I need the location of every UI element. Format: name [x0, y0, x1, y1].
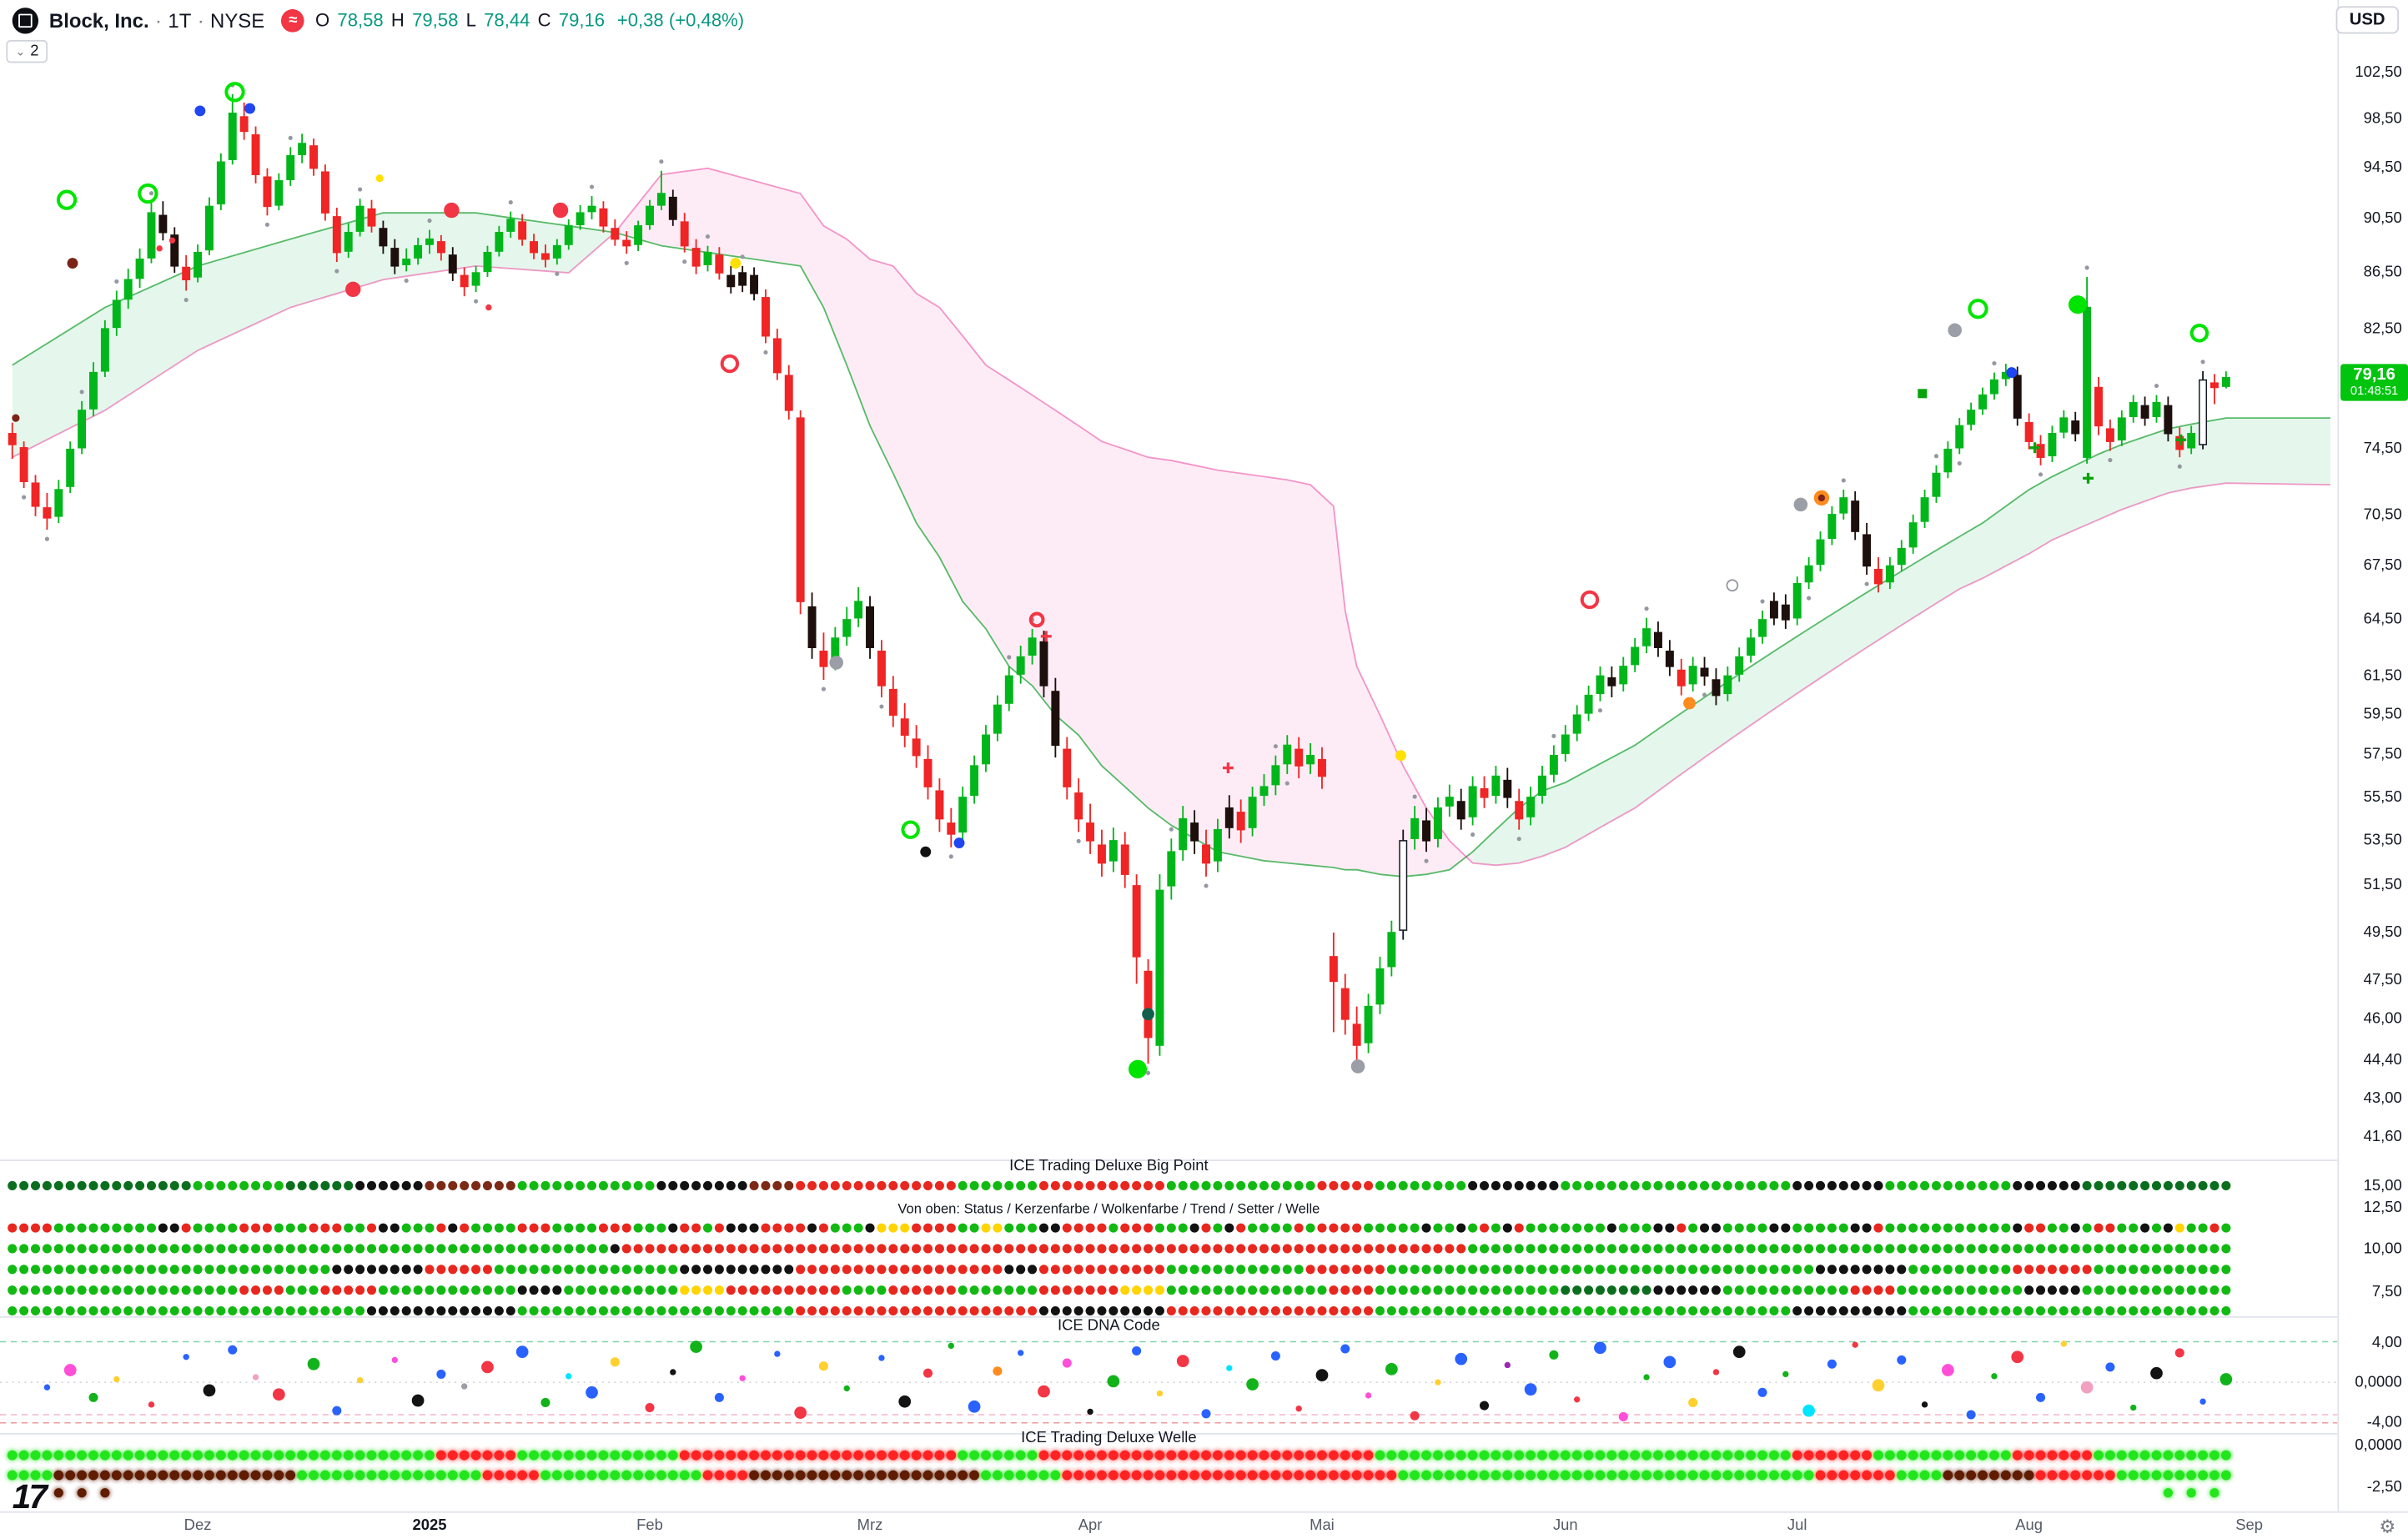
time-axis[interactable]: ⚙ Dez 2025 Feb Mrz Apr Mai Jun Jul Aug Sep	[0, 1511, 2408, 1539]
big-point-dot-rows	[8, 1180, 2231, 1316]
price-axis-label: 53,50	[2363, 832, 2402, 849]
open-label: O	[315, 9, 330, 31]
gear-icon[interactable]: ⚙	[2379, 1516, 2396, 1538]
exchange: NYSE	[210, 8, 265, 32]
price-axis-label: 7,50	[2371, 1283, 2402, 1300]
price-axis-label: 55,50	[2363, 788, 2402, 806]
pane-title-wave: ICE Trading Deluxe Welle	[1021, 1430, 1197, 1447]
time-axis-label: Sep	[2235, 1517, 2264, 1535]
price-axis-label: 70,50	[2363, 505, 2402, 523]
price-axis-label: 44,40	[2363, 1052, 2402, 1070]
price-axis-label: 86,50	[2363, 264, 2402, 282]
price-axis[interactable]: 79,16 01:48:51 102,50 98,50 94,50 90,50 86,5…	[2337, 0, 2408, 1511]
price-axis-label: 67,50	[2363, 557, 2402, 575]
cloud-layer	[12, 167, 2330, 878]
price-axis-label: 82,50	[2363, 319, 2402, 338]
time-axis-label: Dez	[183, 1517, 212, 1535]
wave-row-top	[7, 1450, 2231, 1461]
price-axis-label: 4,00	[2371, 1334, 2402, 1351]
ohlc-values: O 78,58 H 79,58 L 78,44 C 79,16 +0,38 (+0,48…	[315, 9, 744, 31]
chart-canvas[interactable]	[0, 0, 2338, 1511]
time-axis-label: Feb	[636, 1517, 663, 1535]
price-axis-label: 61,50	[2363, 667, 2402, 685]
time-axis-label: 2025	[412, 1517, 447, 1535]
time-axis-label: Aug	[2015, 1517, 2044, 1535]
low-value: 78,44	[484, 9, 530, 31]
price-axis-label: 47,50	[2363, 973, 2402, 990]
wave-row-bottom	[7, 1470, 2231, 1498]
pivot-dot-layer	[22, 83, 2205, 1075]
price-axis-label: 51,50	[2363, 877, 2402, 894]
price-axis-label: 74,50	[2363, 440, 2402, 458]
price-axis-label: 12,50	[2363, 1199, 2402, 1216]
low-label: L	[465, 9, 476, 31]
time-axis-label: Mai	[1310, 1517, 1335, 1535]
price-axis-label: 94,50	[2363, 159, 2402, 177]
symbol-name: Block, Inc.	[48, 8, 149, 32]
separator: ·	[197, 8, 204, 32]
close-label: C	[537, 9, 551, 31]
price-axis-label: 64,50	[2363, 611, 2402, 629]
time-axis-label: Mrz	[857, 1517, 883, 1535]
separator: ·	[155, 8, 163, 32]
price-axis-label: 102,50	[2355, 63, 2402, 81]
price-axis-label: 59,50	[2363, 707, 2402, 724]
pane-subtitle-big-point: Von oben: Status / Kerzenfarbe / Wolkenf…	[897, 1200, 1320, 1217]
open-value: 78,58	[337, 9, 384, 31]
indicators-collapse-chip[interactable]: ⌄ 2	[6, 39, 48, 63]
last-price-badge: 79,16 01:48:51	[2340, 364, 2408, 401]
close-value: 79,16	[558, 9, 606, 31]
currency-button[interactable]: USD	[2335, 6, 2400, 34]
price-axis-label: 90,50	[2363, 210, 2402, 229]
symbol-title[interactable]: Block, Inc. · 1T · NYSE	[49, 8, 264, 32]
price-axis-label: 57,50	[2363, 747, 2402, 764]
time-axis-label: Jun	[1552, 1517, 1578, 1535]
tradingview-logo[interactable]: 17	[12, 1477, 48, 1516]
chevron-down-icon: ⌄	[15, 43, 26, 58]
bar-countdown: 01:48:51	[2350, 384, 2399, 398]
change-value: +0,38 (+0,48%)	[616, 9, 745, 31]
price-axis-label: 0,0000	[2355, 1374, 2402, 1391]
price-axis-label: 49,50	[2363, 923, 2402, 942]
price-axis-label: 15,00	[2363, 1177, 2402, 1194]
last-price: 79,16	[2353, 365, 2395, 385]
timeframe: 1T	[168, 8, 192, 32]
signal-markers-layer	[12, 82, 2209, 1079]
price-axis-label: -2,50	[2366, 1478, 2402, 1496]
indicator-icon[interactable]: ≈	[281, 8, 305, 32]
price-axis-label: 98,50	[2363, 110, 2402, 128]
price-axis-label: 43,00	[2363, 1090, 2402, 1108]
price-axis-label: -4,00	[2366, 1414, 2402, 1432]
candles-layer	[8, 94, 2230, 1064]
chart-legend: Block, Inc. · 1T · NYSE ≈ O 78,58 H 79,58 L 78,…	[12, 5, 744, 36]
time-axis-label: Jul	[1787, 1517, 1807, 1535]
indicator-count: 2	[30, 43, 39, 60]
price-axis-label: 0,0000	[2355, 1436, 2402, 1454]
high-label: H	[390, 9, 405, 31]
price-axis-label: 46,00	[2363, 1010, 2402, 1029]
high-value: 79,58	[412, 9, 459, 31]
dna-dot-layer	[0, 1340, 2338, 1424]
block-logo-icon	[12, 7, 39, 33]
price-axis-label: 10,00	[2363, 1240, 2402, 1258]
price-axis-label: 41,60	[2363, 1129, 2402, 1147]
pane-title-dna: ICE DNA Code	[1057, 1317, 1160, 1335]
pane-title-big-point: ICE Trading Deluxe Big Point	[1009, 1158, 1209, 1175]
time-axis-label: Apr	[1078, 1517, 1103, 1535]
